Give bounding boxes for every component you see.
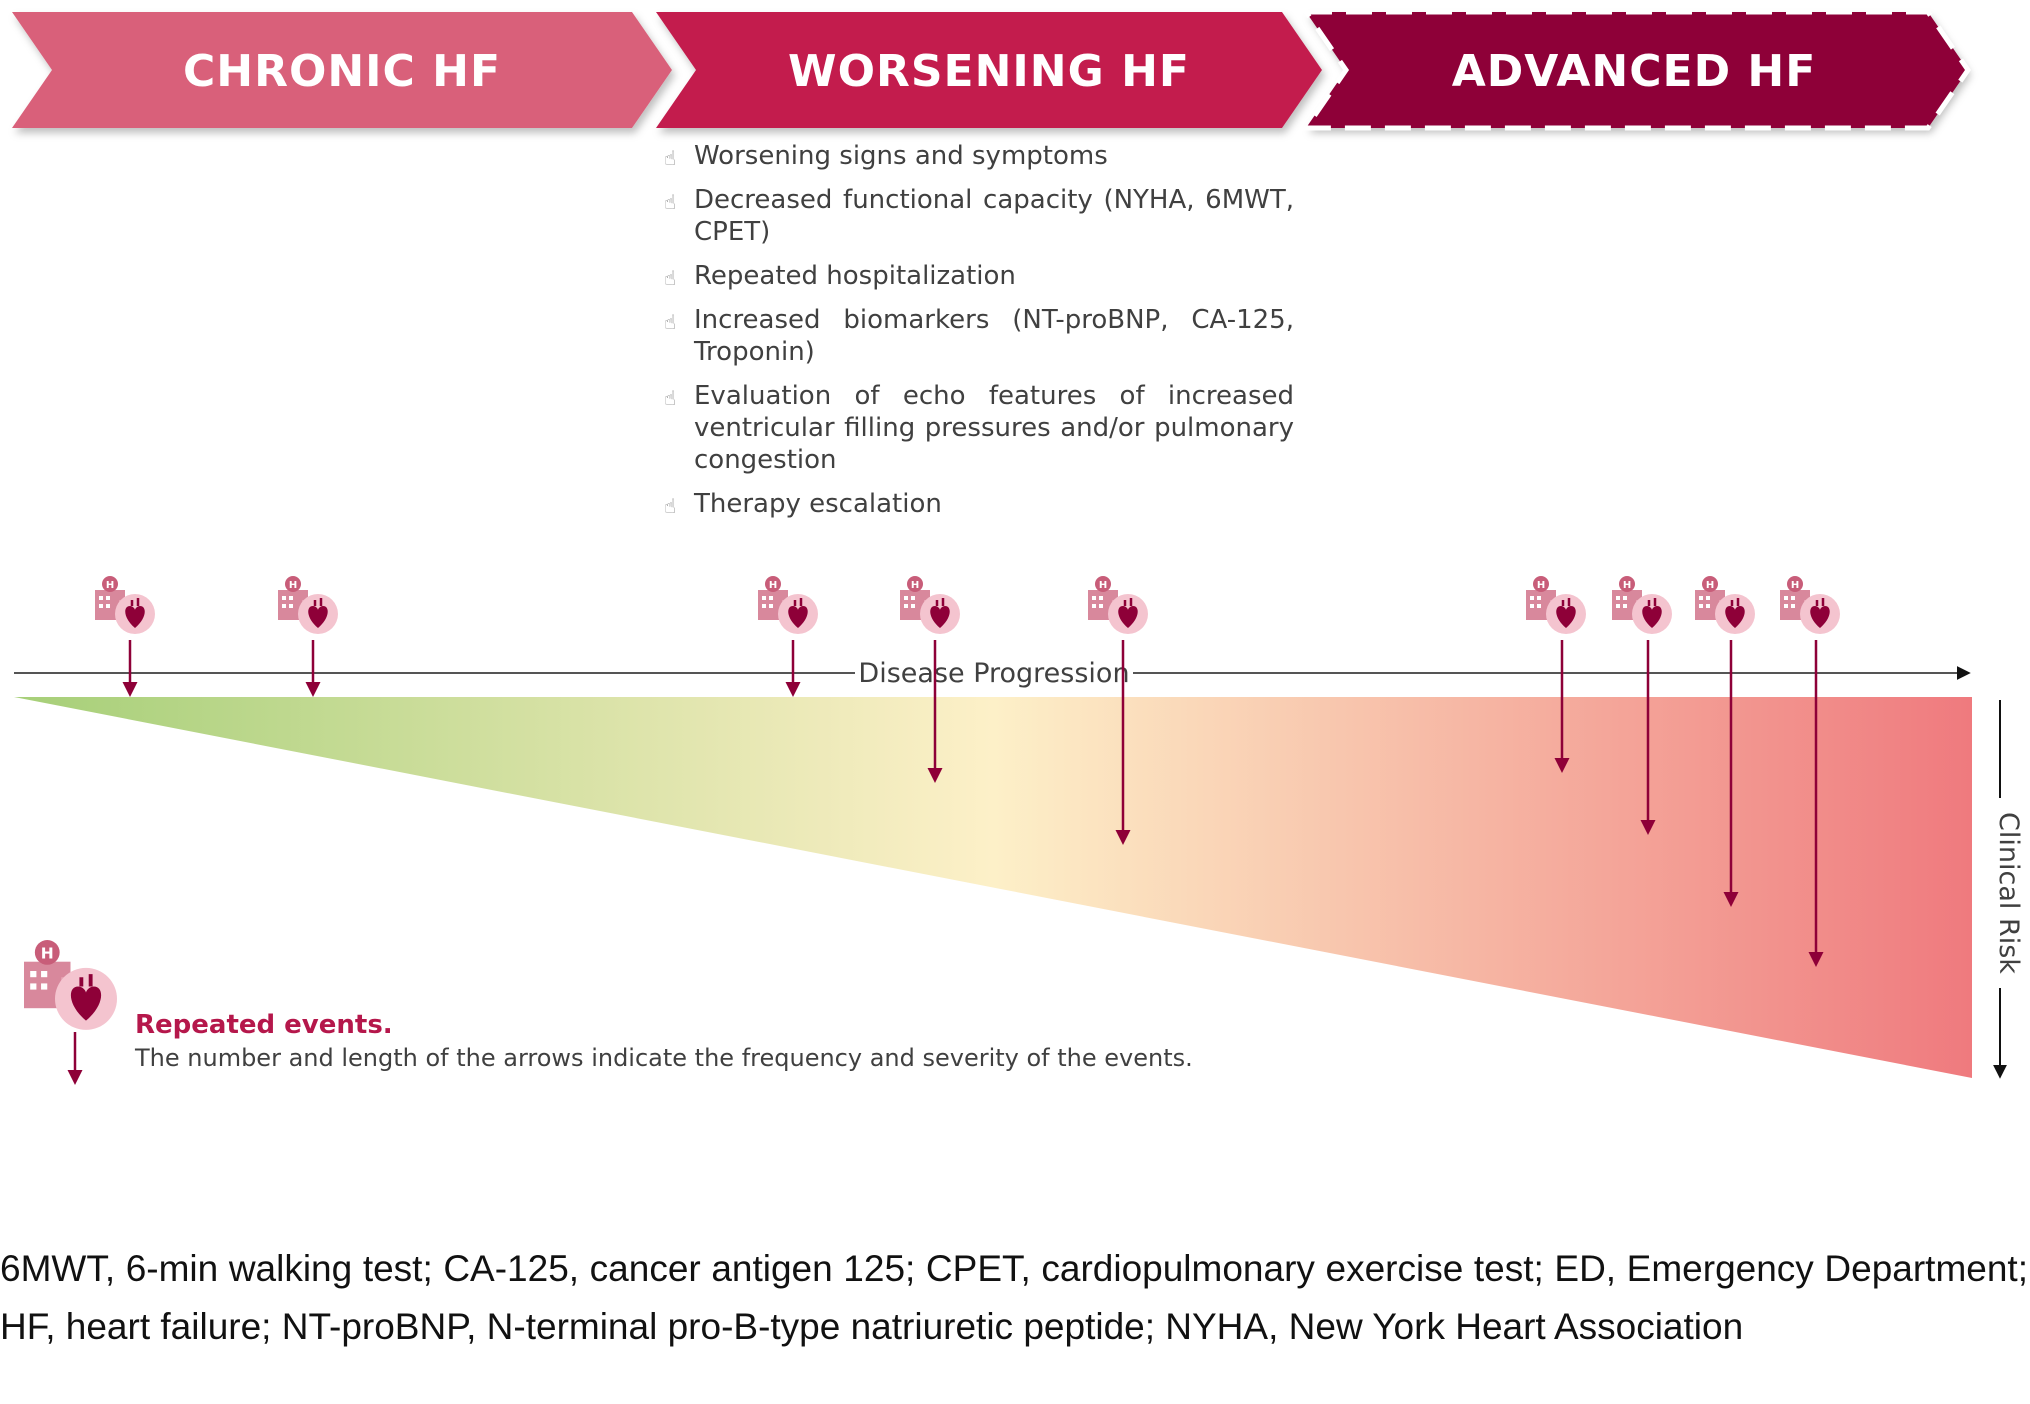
legend-icon xyxy=(22,938,119,1032)
hospital-heart-icon xyxy=(22,938,119,1032)
clinical-risk-label: Clinical Risk xyxy=(1993,812,2024,974)
legend-description: The number and length of the arrows indi… xyxy=(135,1044,1193,1072)
criteria-text: Increased biomarkers (NT-proBNP, CA-125,… xyxy=(694,305,1294,367)
hand-pointer-icon: ☝ xyxy=(664,266,677,290)
stage-chronic-hf: CHRONIC HF xyxy=(12,12,672,128)
hf-progression-diagram: H CHRONIC HF WORSENING HF ADVANCED HF Di… xyxy=(12,9,2024,1085)
event-6 xyxy=(1524,574,1588,636)
criteria-text: Worsening signs and symptoms xyxy=(694,141,1108,171)
event-3 xyxy=(756,574,820,636)
criteria-item: ☝ Worsening signs and symptoms xyxy=(664,140,1294,172)
hospital-heart-icon xyxy=(1524,574,1588,636)
disease-progression-label: Disease Progression xyxy=(858,658,1129,689)
hospital-heart-icon xyxy=(898,574,962,636)
criteria-text: Therapy escalation xyxy=(694,489,942,519)
event-9 xyxy=(1778,574,1842,636)
risk-gradient-wedge xyxy=(14,697,1972,1078)
criteria-item: ☝ Increased biomarkers (NT-proBNP, CA-125… xyxy=(664,304,1294,368)
legend-title: Repeated events. xyxy=(135,1010,393,1040)
criteria-text: Decreased functional capacity (NYHA, 6MW… xyxy=(694,185,1294,247)
criteria-item: ☝ Decreased functional capacity (NYHA, 6M… xyxy=(664,184,1294,248)
stage-worsening-label: WORSENING HF xyxy=(788,46,1190,97)
stage-advanced-label: ADVANCED HF xyxy=(1452,46,1817,97)
hand-pointer-icon: ☝ xyxy=(664,146,677,170)
hand-pointer-icon: ☝ xyxy=(664,310,677,334)
hospital-heart-icon xyxy=(1693,574,1757,636)
hand-pointer-icon: ☝ xyxy=(664,386,677,410)
hospital-heart-icon xyxy=(1610,574,1674,636)
hand-pointer-icon: ☝ xyxy=(664,190,677,214)
stage-worsening-hf: WORSENING HF xyxy=(656,12,1322,128)
disease-progression-axis: Disease Progression xyxy=(14,658,1971,689)
abbreviations-footnote: 6MWT, 6-min walking test; CA-125, cancer… xyxy=(0,1248,2028,1347)
criteria-item: ☝ Evaluation of echo features of increase… xyxy=(664,380,1294,476)
event-markers xyxy=(93,574,1842,967)
hospital-heart-icon xyxy=(276,574,340,636)
event-8 xyxy=(1693,574,1757,636)
hospital-heart-icon xyxy=(756,574,820,636)
stage-advanced-hf: ADVANCED HF xyxy=(1301,9,1972,131)
event-4 xyxy=(898,574,962,636)
worsening-criteria-list: ☝ Worsening signs and symptoms ☝ Decreased… xyxy=(664,140,1294,532)
criteria-item: ☝ Therapy escalation xyxy=(664,488,1294,520)
hospital-heart-icon xyxy=(93,574,157,636)
criteria-text: Evaluation of echo features of increased… xyxy=(694,381,1294,475)
hospital-heart-icon xyxy=(1778,574,1842,636)
stage-chronic-label: CHRONIC HF xyxy=(183,46,501,97)
event-2 xyxy=(276,574,340,636)
hospital-heart-icon xyxy=(1086,574,1150,636)
criteria-text: Repeated hospitalization xyxy=(694,261,1016,291)
event-1 xyxy=(93,574,157,636)
event-7 xyxy=(1610,574,1674,636)
event-5 xyxy=(1086,574,1150,636)
clinical-risk-axis: Clinical Risk xyxy=(1993,700,2024,1079)
hand-pointer-icon: ☝ xyxy=(664,494,677,518)
criteria-item: ☝ Repeated hospitalization xyxy=(664,260,1294,292)
